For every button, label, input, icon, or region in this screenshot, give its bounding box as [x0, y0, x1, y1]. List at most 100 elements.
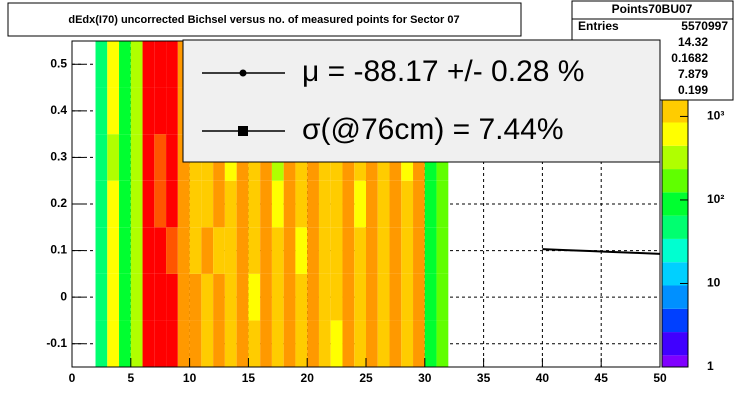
heatmap-cell — [213, 180, 225, 228]
heatmap-cell — [177, 320, 190, 367]
heatmap-cell — [377, 273, 390, 321]
heatmap-cell — [401, 227, 414, 274]
heatmap-cell — [354, 273, 366, 321]
stats-value: 14.32 — [678, 35, 708, 49]
heatmap-cell — [330, 320, 343, 367]
heatmap-cell — [283, 320, 296, 367]
heatmap-cell — [189, 273, 202, 321]
heatmap-cell — [283, 227, 296, 274]
heatmap-cell — [389, 320, 402, 367]
heatmap-cell — [213, 227, 225, 274]
heatmap-cell — [130, 273, 143, 321]
heatmap-cell — [401, 320, 414, 367]
heatmap-cell — [295, 227, 308, 274]
heatmap-cell — [295, 180, 308, 228]
chart-title: dEdx(I70) uncorrected Bichsel versus no.… — [68, 14, 459, 26]
heatmap-cell — [177, 273, 190, 321]
heatmap-cell — [154, 180, 167, 228]
stats-value: 5570997 — [681, 19, 728, 33]
colorbar-cell — [662, 215, 688, 239]
heatmap-cell — [201, 273, 214, 321]
heatmap-cell — [271, 273, 284, 321]
heatmap-cell — [318, 227, 331, 274]
heatmap-cell — [389, 180, 402, 228]
heatmap-cell — [130, 41, 143, 88]
heatmap-cell — [224, 227, 237, 274]
heatmap-cell — [271, 180, 284, 228]
x-tick-label: 35 — [477, 371, 491, 385]
z-tick-label: 10³ — [707, 109, 724, 123]
y-tick-label: 0 — [60, 289, 67, 303]
legend-marker — [238, 126, 248, 136]
z-tick-label: 10 — [707, 276, 721, 290]
heatmap-cell — [95, 180, 108, 228]
heatmap-cell — [142, 87, 155, 135]
x-tick-label: 50 — [653, 371, 667, 385]
heatmap-cell — [366, 227, 378, 274]
y-tick-label: 0.4 — [50, 103, 67, 117]
colorbar-cell — [662, 169, 688, 193]
heatmap-cell — [154, 41, 167, 88]
heatmap-cell — [130, 320, 143, 367]
heatmap-cell — [119, 320, 131, 367]
heatmap-cell — [424, 320, 437, 367]
heatmap-cell — [389, 273, 402, 321]
x-tick-label: 15 — [242, 371, 256, 385]
heatmap-cell — [295, 320, 308, 367]
heatmap-cell — [166, 227, 178, 274]
heatmap-cell — [95, 87, 108, 135]
heatmap-cell — [154, 320, 167, 367]
heatmap-cell — [119, 227, 131, 274]
heatmap-cell — [342, 273, 355, 321]
heatmap-cell — [283, 273, 296, 321]
heatmap-cell — [95, 320, 108, 367]
z-tick-label: 10² — [707, 192, 724, 206]
heatmap-cell — [318, 273, 331, 321]
heatmap-cell — [260, 320, 272, 367]
heatmap-cell — [177, 180, 190, 228]
heatmap-cell — [154, 273, 167, 321]
heatmap-cell — [119, 41, 131, 88]
title-box — [7, 2, 522, 37]
heatmap-cell — [260, 227, 272, 274]
heatmap-cell — [142, 320, 155, 367]
legend-label: μ = -88.17 +/- 0.28 % — [302, 55, 584, 88]
heatmap-cell — [119, 273, 131, 321]
heatmap-cell — [424, 273, 437, 321]
heatmap-cell — [142, 134, 155, 181]
colorbar-cell — [662, 308, 688, 333]
heatmap-cell — [401, 273, 414, 321]
heatmap-cell — [330, 273, 343, 321]
heatmap-cell — [142, 180, 155, 228]
heatmap-cell — [377, 180, 390, 228]
heatmap-cell — [236, 180, 249, 228]
heatmap-cell — [248, 320, 261, 367]
heatmap-cell — [154, 227, 167, 274]
heatmap-cell — [236, 320, 249, 367]
heatmap-cell — [189, 180, 202, 228]
heatmap-cell — [413, 227, 425, 274]
colorbar-cell — [662, 262, 688, 286]
heatmap-cell — [377, 320, 390, 367]
x-tick-label: 0 — [69, 371, 76, 385]
heatmap-cell — [330, 227, 343, 274]
colorbar-cell — [662, 285, 688, 309]
heatmap-cell — [307, 227, 319, 274]
heatmap-cell — [95, 227, 108, 274]
heatmap-cell — [413, 180, 425, 228]
heatmap-cell — [271, 227, 284, 274]
heatmap-cell — [166, 41, 178, 88]
heatmap-cell — [142, 227, 155, 274]
heatmap-cell — [201, 227, 214, 274]
heatmap-cell — [166, 87, 178, 135]
stats-value: 0.1682 — [671, 51, 708, 65]
heatmap-cell — [154, 134, 167, 181]
y-tick-label: 0.5 — [50, 56, 67, 70]
heatmap-cell — [189, 320, 202, 367]
heatmap-cell — [201, 180, 214, 228]
heatmap-cell — [342, 180, 355, 228]
heatmap-cell — [166, 320, 178, 367]
heatmap-cell — [154, 87, 167, 135]
heatmap-cell — [424, 227, 437, 274]
